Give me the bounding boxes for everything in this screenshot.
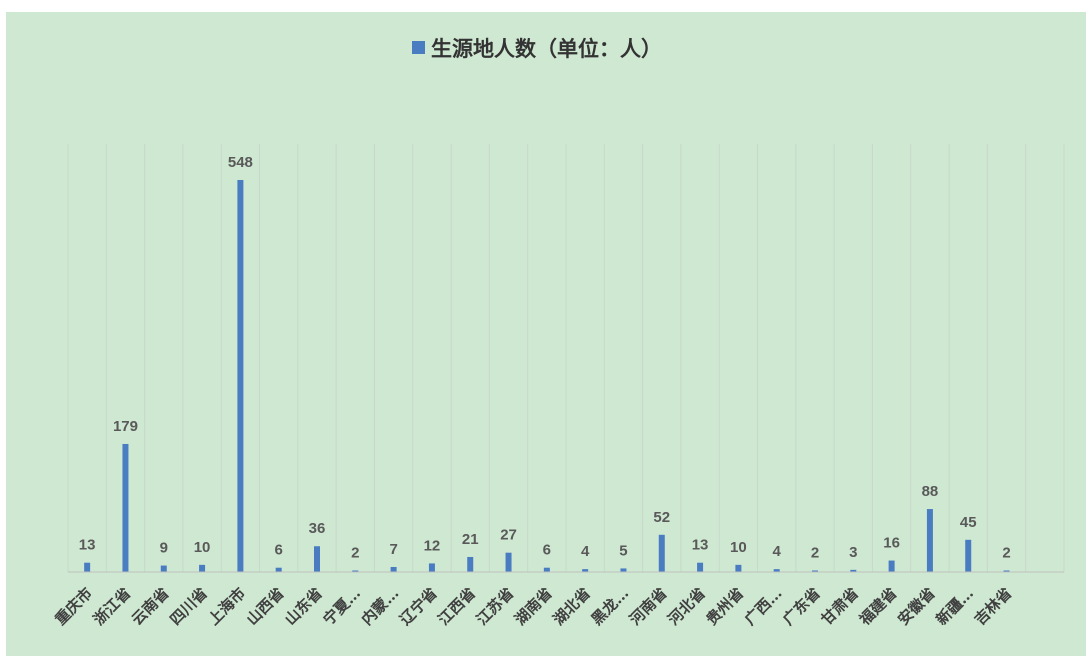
data-label: 4 (773, 543, 782, 560)
data-label: 36 (309, 520, 326, 537)
data-label: 2 (1002, 545, 1010, 562)
bar (122, 443, 129, 572)
bar (275, 567, 282, 572)
data-label: 45 (960, 514, 977, 531)
data-label: 9 (160, 540, 168, 557)
x-tick-label: 广西… (741, 584, 786, 629)
bar (812, 570, 818, 572)
data-label: 27 (500, 527, 517, 544)
legend: 生源地人数（单位：人） (412, 37, 662, 61)
data-label: 88 (922, 483, 939, 500)
x-tick-label: 贵州省 (703, 584, 748, 629)
bar (543, 567, 550, 572)
chart-area: 生源地人数（单位：人） 13 179 9 10 548 6 36 2 7 12 21 27 6 4 5 52 1… (6, 12, 1086, 656)
bar (505, 552, 512, 572)
bar (658, 534, 665, 572)
bar (237, 180, 244, 572)
x-tick-label: 山东省 (281, 584, 326, 629)
legend-swatch (412, 41, 425, 54)
bar (199, 564, 206, 572)
x-tick-label: 江西省 (435, 584, 480, 629)
bar (352, 570, 359, 572)
x-tick-label: 福建省 (855, 584, 900, 629)
data-label: 548 (228, 154, 253, 171)
x-tick-label: 广东省 (779, 584, 824, 629)
bar (697, 562, 704, 572)
x-tick-label: 宁夏… (320, 584, 365, 629)
x-tick-label: 四川省 (166, 584, 211, 629)
bar (1003, 570, 1010, 572)
bar (314, 546, 320, 572)
data-label: 16 (883, 535, 900, 552)
x-tick-label: 浙江省 (90, 584, 135, 629)
legend-label: 生源地人数（单位：人） (431, 37, 662, 61)
bar (582, 569, 589, 572)
x-tick-label: 甘肃省 (818, 584, 863, 629)
bar (850, 569, 857, 572)
x-tick-label: 河北省 (664, 584, 709, 629)
bar (773, 569, 780, 572)
x-tick-label: 内蒙… (358, 584, 403, 629)
bars (84, 180, 1010, 572)
x-tick-label: 重庆市 (51, 584, 96, 629)
x-tick-label: 河南省 (626, 584, 671, 629)
data-label: 12 (424, 537, 441, 554)
bar (926, 509, 933, 572)
x-tick-labels: 重庆市浙江省云南省四川省上海市山西省山东省宁夏…内蒙…辽宁省江西省江苏省湖南省湖… (51, 584, 1015, 629)
bar (735, 564, 742, 572)
data-label: 3 (849, 544, 857, 561)
data-label: 21 (462, 531, 479, 548)
gridlines (67, 144, 1065, 572)
bar (888, 560, 895, 572)
data-label: 6 (275, 542, 283, 559)
x-tick-label: 湖北省 (549, 584, 594, 629)
bar (84, 562, 91, 572)
x-tick-label: 安徽省 (894, 584, 939, 629)
x-tick-label: 新疆… (933, 584, 978, 629)
data-label: 13 (692, 537, 709, 554)
x-tick-label: 江苏省 (473, 584, 518, 629)
data-label: 10 (730, 539, 747, 556)
bar (390, 566, 397, 572)
data-label: 179 (113, 418, 138, 435)
x-tick-label: 黑龙… (588, 584, 633, 629)
x-tick-label: 湖南省 (511, 584, 556, 629)
data-label: 13 (79, 537, 96, 554)
x-tick-label: 上海市 (205, 584, 250, 629)
data-label: 52 (653, 509, 670, 526)
x-tick-label: 山西省 (243, 584, 288, 629)
bar (428, 563, 435, 572)
x-tick-label: 辽宁省 (396, 584, 441, 629)
data-label: 5 (619, 542, 627, 559)
data-label: 2 (351, 545, 359, 562)
bar (467, 556, 474, 572)
x-tick-label: 云南省 (128, 584, 173, 629)
data-label: 6 (543, 542, 551, 559)
data-label: 7 (389, 541, 397, 558)
bar (620, 568, 627, 572)
data-label: 10 (194, 539, 211, 556)
data-label: 4 (581, 543, 590, 560)
data-label: 2 (811, 545, 819, 562)
bar (965, 539, 972, 572)
x-tick-label: 吉林省 (971, 584, 1016, 629)
bar (160, 565, 167, 572)
